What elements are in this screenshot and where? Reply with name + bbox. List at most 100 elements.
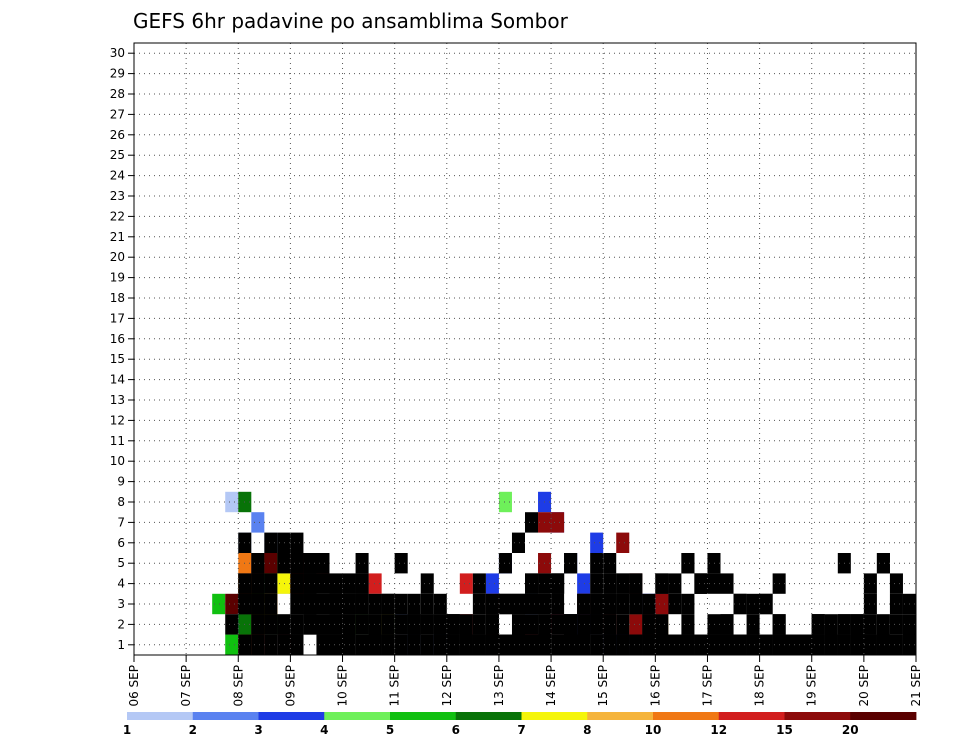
y-tick-label: 1 bbox=[117, 638, 125, 652]
x-axis: 06 SEP 07 SEP 08 SEP 09 SEP 10 SEP 11 SEP 12 S… bbox=[127, 655, 923, 707]
precip-cell bbox=[681, 614, 695, 635]
precip-cell bbox=[433, 593, 447, 615]
precip-cell bbox=[212, 593, 226, 615]
precip-cell bbox=[811, 634, 825, 655]
precip-cell bbox=[355, 553, 369, 574]
precip-cell bbox=[485, 593, 499, 615]
y-tick-label: 26 bbox=[110, 128, 125, 142]
precip-cell bbox=[498, 491, 512, 513]
precip-cell bbox=[381, 634, 395, 655]
precip-cell bbox=[850, 614, 864, 635]
precip-cell bbox=[876, 553, 890, 574]
precip-cell bbox=[277, 573, 291, 594]
precip-cell bbox=[720, 614, 734, 635]
precip-cell bbox=[863, 573, 877, 594]
precip-cell bbox=[616, 573, 630, 594]
x-tick-label: 13 SEP bbox=[492, 665, 506, 707]
precip-cell bbox=[433, 614, 447, 635]
precip-cell bbox=[264, 634, 278, 655]
precip-cell bbox=[459, 634, 473, 655]
y-tick-label: 4 bbox=[117, 577, 125, 591]
y-tick-label: 2 bbox=[117, 617, 125, 631]
x-tick-label: 12 SEP bbox=[440, 665, 454, 707]
precip-cell bbox=[863, 614, 877, 635]
precip-cell bbox=[577, 614, 591, 635]
colorbar-label: 7 bbox=[517, 723, 525, 737]
colorbar-swatch bbox=[390, 712, 457, 720]
precip-cell bbox=[798, 634, 812, 655]
precip-cell bbox=[316, 614, 330, 635]
y-tick-label: 9 bbox=[117, 475, 125, 489]
precip-cell bbox=[889, 593, 903, 615]
precip-cell bbox=[616, 593, 630, 615]
precip-cell bbox=[420, 573, 434, 594]
colorbar-label: 15 bbox=[776, 723, 793, 737]
x-tick-label: 14 SEP bbox=[544, 665, 558, 707]
y-tick-label: 14 bbox=[110, 373, 125, 387]
precip-cell bbox=[525, 512, 539, 533]
precip-cell bbox=[251, 553, 265, 574]
precip-cell bbox=[863, 593, 877, 615]
precip-cell bbox=[277, 553, 291, 574]
precip-cell bbox=[329, 614, 343, 635]
precip-cell bbox=[694, 573, 708, 594]
precip-cell bbox=[225, 491, 239, 513]
y-axis: 1234567891011121314151617181920212223242… bbox=[110, 46, 134, 652]
precip-cell bbox=[759, 634, 773, 655]
precip-cell bbox=[681, 634, 695, 655]
precip-cell bbox=[433, 634, 447, 655]
precip-cell bbox=[655, 593, 669, 615]
precip-cell bbox=[264, 593, 278, 615]
y-tick-label: 5 bbox=[117, 556, 125, 570]
precip-cell bbox=[746, 593, 760, 615]
precip-cell bbox=[459, 614, 473, 635]
precip-cell bbox=[889, 634, 903, 655]
precip-cell bbox=[707, 573, 721, 594]
y-tick-label: 3 bbox=[117, 597, 125, 611]
y-tick-label: 11 bbox=[110, 434, 125, 448]
precip-cell bbox=[590, 553, 604, 574]
y-tick-label: 20 bbox=[110, 250, 125, 264]
colorbar: 1 2 3 4 5 6 7 8 10 12 15 20 bbox=[123, 712, 917, 737]
precip-cell bbox=[316, 573, 330, 594]
colorbar-swatch bbox=[258, 712, 325, 720]
y-tick-label: 23 bbox=[110, 189, 125, 203]
precip-cell bbox=[225, 593, 239, 615]
y-tick-label: 12 bbox=[110, 413, 125, 427]
colorbar-swatch bbox=[587, 712, 654, 720]
precip-cell bbox=[824, 614, 838, 635]
precip-cell bbox=[629, 573, 643, 594]
precip-cell bbox=[420, 634, 434, 655]
x-tick-label: 19 SEP bbox=[805, 665, 819, 707]
x-tick-label: 08 SEP bbox=[231, 665, 245, 707]
y-tick-label: 28 bbox=[110, 87, 125, 101]
precip-cell bbox=[590, 634, 604, 655]
precip-cell bbox=[355, 573, 369, 594]
precip-cell bbox=[707, 553, 721, 574]
precip-cell bbox=[459, 573, 473, 594]
precip-cell bbox=[368, 614, 382, 635]
colorbar-label: 20 bbox=[842, 723, 859, 737]
precip-cell bbox=[525, 614, 539, 635]
colorbar-swatch bbox=[718, 712, 785, 720]
x-tick-label: 07 SEP bbox=[179, 665, 193, 707]
precip-cell bbox=[876, 634, 890, 655]
precip-cell bbox=[277, 614, 291, 635]
precip-cell bbox=[707, 614, 721, 635]
precip-cell bbox=[290, 634, 304, 655]
precip-cell bbox=[551, 512, 565, 533]
cells-layer bbox=[212, 491, 916, 655]
colorbar-swatch bbox=[521, 712, 588, 720]
precip-cell bbox=[381, 593, 395, 615]
y-tick-label: 16 bbox=[110, 332, 125, 346]
precip-cell bbox=[485, 614, 499, 635]
precip-cell bbox=[355, 593, 369, 615]
x-tick-label: 18 SEP bbox=[753, 665, 767, 707]
precip-cell bbox=[551, 634, 565, 655]
precip-cell bbox=[264, 532, 278, 553]
precip-cell bbox=[251, 593, 265, 615]
precip-cell bbox=[225, 634, 239, 655]
y-tick-label: 27 bbox=[110, 107, 125, 121]
y-tick-label: 19 bbox=[110, 271, 125, 285]
